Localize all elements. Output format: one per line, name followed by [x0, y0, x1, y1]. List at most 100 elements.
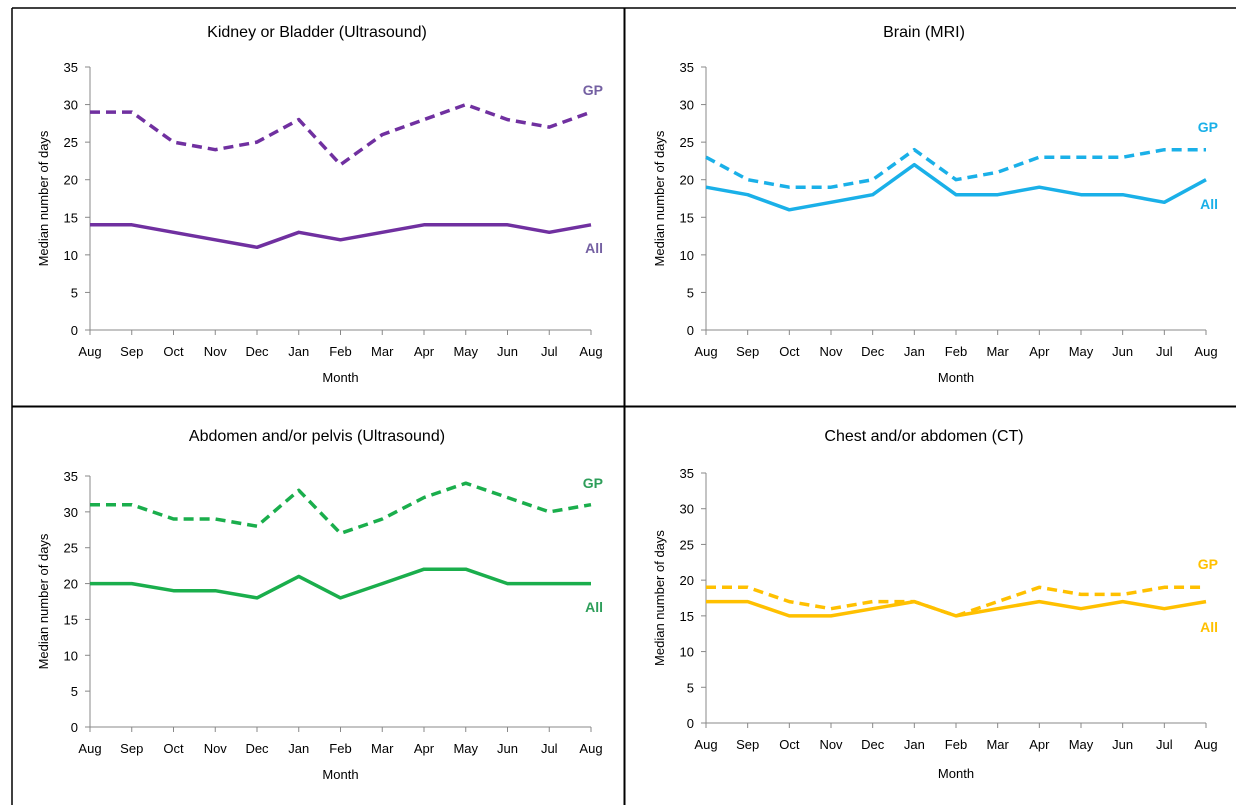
chart-panel-brain: Brain (MRI) 0 5 10 15 20 25 30 35 Aug Sep Oct Nov Dec… — [652, 24, 1218, 385]
x-tick-label: Dec — [861, 737, 885, 752]
chart-title: Brain (MRI) — [883, 24, 965, 41]
x-tick-label: May — [1069, 737, 1094, 752]
x-tick-label: Nov — [204, 344, 228, 359]
series-label-all: All — [585, 599, 603, 615]
y-tick-label: 25 — [680, 135, 694, 150]
y-tick-label: 35 — [680, 466, 694, 481]
series-label-all: All — [585, 240, 603, 256]
y-tick-label: 0 — [687, 716, 694, 731]
x-tick-label: Aug — [694, 737, 717, 752]
chart-title: Chest and/or abdomen (CT) — [824, 428, 1023, 445]
series-line-all — [705, 162, 1207, 212]
x-tick-label: Aug — [579, 741, 602, 756]
y-tick-label: 25 — [64, 541, 78, 556]
y-tick-label: 30 — [64, 505, 78, 520]
x-tick-label: Apr — [1029, 737, 1050, 752]
x-tick-label: Jan — [288, 344, 309, 359]
x-tick-label: Feb — [945, 344, 967, 359]
x-tick-label: Sep — [736, 737, 759, 752]
x-axis-label: Month — [938, 766, 974, 781]
y-tick-label: 15 — [64, 612, 78, 627]
series-label-gp: GP — [583, 475, 603, 491]
series-label-gp: GP — [583, 82, 603, 98]
y-tick-label: 15 — [64, 210, 78, 225]
x-tick-label: Feb — [945, 737, 967, 752]
x-tick-label: Oct — [163, 741, 184, 756]
x-tick-label: Jul — [1156, 737, 1173, 752]
x-tick-label: Oct — [779, 344, 800, 359]
x-tick-label: Jan — [288, 741, 309, 756]
series-line-gp — [706, 585, 1206, 618]
y-tick-label: 0 — [71, 323, 78, 338]
x-tick-label: Mar — [371, 741, 394, 756]
x-tick-label: Dec — [245, 344, 269, 359]
chart-title: Abdomen and/or pelvis (Ultrasound) — [189, 428, 445, 445]
chart-title: Kidney or Bladder (Ultrasound) — [207, 24, 427, 41]
y-tick-label: 20 — [64, 173, 78, 188]
x-tick-label: Aug — [1194, 344, 1217, 359]
y-tick-label: 15 — [680, 609, 694, 624]
x-tick-label: Apr — [414, 344, 435, 359]
y-axis-label: Median number of days — [652, 130, 667, 266]
x-tick-label: Jul — [1156, 344, 1173, 359]
y-axis-label: Median number of days — [652, 530, 667, 666]
y-tick-label: 10 — [680, 645, 694, 660]
x-tick-label: Aug — [78, 741, 101, 756]
x-axis-label: Month — [322, 370, 358, 385]
x-tick-label: Dec — [861, 344, 885, 359]
x-tick-label: Jun — [497, 741, 518, 756]
x-tick-label: Jun — [1112, 344, 1133, 359]
x-tick-label: Jul — [541, 344, 558, 359]
chart-panel-chest-abdomen: Chest and/or abdomen (CT) 0 5 10 15 20 25 30 35 A… — [652, 428, 1218, 781]
y-tick-label: 5 — [687, 680, 694, 695]
series-label-all: All — [1200, 196, 1218, 212]
series-line-gp — [705, 147, 1206, 189]
series-label-all: All — [1200, 619, 1218, 635]
x-tick-label: Nov — [819, 737, 843, 752]
x-tick-label: Aug — [694, 344, 717, 359]
y-tick-label: 10 — [680, 248, 694, 263]
series-line-all — [90, 223, 592, 250]
x-tick-label: Mar — [986, 737, 1009, 752]
x-tick-label: May — [453, 344, 478, 359]
y-tick-label: 35 — [64, 60, 78, 75]
x-tick-label: Aug — [579, 344, 602, 359]
y-tick-label: 10 — [64, 248, 78, 263]
x-tick-label: Oct — [163, 344, 184, 359]
x-tick-label: Apr — [414, 741, 435, 756]
y-tick-label: 0 — [687, 323, 694, 338]
series-line-all — [90, 567, 591, 600]
x-tick-label: Mar — [371, 344, 394, 359]
y-tick-label: 5 — [71, 684, 78, 699]
y-tick-label: 20 — [64, 577, 78, 592]
y-tick-label: 15 — [680, 210, 694, 225]
x-tick-label: Sep — [120, 741, 143, 756]
series-line-all — [706, 599, 1207, 618]
chart-panel-abdomen-pelvis: Abdomen and/or pelvis (Ultrasound) 0 5 10 15… — [36, 428, 603, 782]
x-tick-label: Oct — [779, 737, 800, 752]
x-axis-label: Month — [938, 370, 974, 385]
y-axis-label: Median number of days — [36, 130, 51, 266]
y-tick-label: 30 — [680, 502, 694, 517]
x-tick-label: Feb — [329, 344, 351, 359]
y-tick-label: 30 — [64, 98, 78, 113]
y-tick-label: 35 — [680, 60, 694, 75]
y-tick-label: 35 — [64, 469, 78, 484]
x-tick-label: Mar — [986, 344, 1009, 359]
x-tick-label: Apr — [1029, 344, 1050, 359]
x-tick-label: Jan — [904, 737, 925, 752]
x-axis-label: Month — [322, 767, 358, 782]
x-tick-label: Sep — [120, 344, 143, 359]
x-tick-label: May — [1069, 344, 1094, 359]
y-tick-label: 25 — [680, 537, 694, 552]
y-tick-label: 5 — [687, 285, 694, 300]
y-tick-label: 25 — [64, 135, 78, 150]
series-line-gp — [90, 102, 592, 167]
x-tick-label: Jun — [497, 344, 518, 359]
series-label-gp: GP — [1198, 119, 1218, 135]
x-tick-label: Jul — [541, 741, 558, 756]
series-label-gp: GP — [1198, 556, 1218, 572]
chart-panel-kidney-bladder: Kidney or Bladder (Ultrasound) 0 5 10 15 20 25… — [36, 24, 603, 385]
y-tick-label: 30 — [680, 98, 694, 113]
